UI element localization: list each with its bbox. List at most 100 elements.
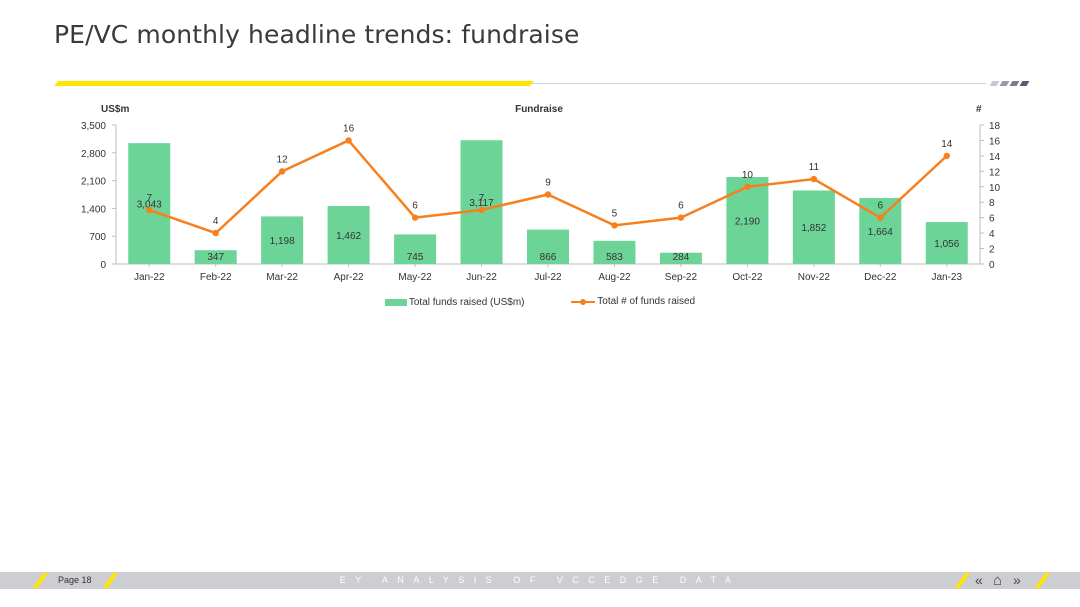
footer-tagline: EY ANALYSIS OF VCCEDGE DATA: [339, 575, 741, 585]
line-data-label: 6: [412, 201, 418, 212]
legend-item-funds-raised: Total funds raised (US$m): [384, 296, 525, 308]
legend-item-funds-count: Total # of funds raised: [571, 296, 695, 307]
x-tick-label: Feb-22: [200, 272, 232, 283]
y-tick-label: 2,100: [81, 177, 106, 188]
line-data-label: 11: [809, 162, 820, 173]
bar-data-label: 1,852: [801, 223, 826, 234]
line-point: [278, 168, 286, 175]
y2-tick-label: 8: [989, 198, 995, 209]
y-tick-label: 700: [89, 232, 106, 243]
x-tick-label: Aug-22: [598, 272, 631, 283]
bar: [659, 252, 702, 264]
x-tick-label: Dec-22: [864, 272, 897, 283]
title-divider: [54, 81, 1030, 86]
home-icon[interactable]: ⌂: [993, 572, 1003, 589]
bar-data-label: 1,198: [270, 236, 295, 247]
y2-tick-label: 0: [989, 260, 995, 271]
bar: [527, 229, 569, 264]
y2-tick-label: 16: [989, 136, 1001, 147]
y2-tick-label: 4: [989, 229, 995, 240]
line-point: [810, 175, 818, 183]
line-data-label: 4: [213, 216, 219, 227]
line-data-label: 6: [678, 201, 684, 212]
line-data-label: 5: [612, 208, 618, 219]
x-tick-label: Sep-22: [665, 272, 698, 283]
bar-data-label: 583: [606, 252, 623, 263]
line-point: [212, 229, 219, 237]
line-data-label: 12: [277, 154, 289, 165]
bar: [460, 140, 503, 264]
line-data-label: 9: [545, 178, 551, 189]
bar-data-label: 1,664: [868, 227, 893, 238]
bar: [261, 216, 304, 264]
next-icon[interactable]: »: [1013, 572, 1021, 588]
bar-data-label: 1,462: [336, 231, 361, 242]
bar: [593, 240, 636, 264]
bar: [327, 205, 370, 264]
line-point: [744, 183, 751, 190]
line-point: [611, 222, 618, 229]
line-point: [478, 206, 485, 214]
y2-tick-label: 12: [989, 167, 1001, 178]
x-tick-label: Oct-22: [732, 272, 762, 283]
x-tick-label: May-22: [398, 272, 432, 283]
bar: [194, 250, 237, 264]
bar: [792, 190, 835, 264]
line-point: [943, 152, 950, 160]
line-data-label: 6: [878, 201, 884, 212]
x-tick-label: Jun-22: [466, 272, 497, 283]
line-data-label: 16: [343, 123, 355, 134]
legend-swatch-bar: [384, 298, 407, 306]
bar-data-label: 3,117: [469, 198, 494, 209]
y-tick-label: 2,800: [81, 149, 106, 160]
line-data-label: 14: [941, 139, 953, 150]
previous-icon[interactable]: «: [975, 572, 983, 588]
bar: [394, 234, 437, 264]
line-data-label: 7: [479, 193, 485, 204]
x-tick-label: Nov-22: [798, 272, 831, 283]
y-tick-label: 0: [100, 260, 106, 271]
bar-data-label: 866: [540, 252, 557, 263]
x-tick-label: Apr-22: [334, 272, 364, 283]
y2-axis-title: #: [976, 104, 982, 115]
bar-data-label: 745: [407, 252, 424, 263]
y-tick-label: 3,500: [81, 121, 106, 132]
y2-tick-label: 14: [989, 152, 1001, 163]
y-tick-label: 1,400: [81, 204, 106, 215]
bar-data-label: 347: [207, 252, 224, 263]
legend-label: Total # of funds raised: [597, 296, 696, 307]
x-tick-label: Jan-22: [134, 272, 165, 283]
x-tick-label: Mar-22: [266, 272, 298, 283]
line-point: [677, 214, 685, 221]
page-number: Page 18: [58, 575, 92, 585]
y2-tick-label: 6: [989, 214, 995, 225]
legend-label: Total funds raised (US$m): [408, 296, 525, 308]
y2-tick-label: 2: [989, 245, 995, 256]
y2-tick-label: 10: [989, 183, 1001, 194]
chart-title: Fundraise: [515, 104, 563, 115]
accent-bar: [54, 81, 535, 86]
line-data-label: 10: [742, 170, 754, 181]
line-point: [345, 137, 352, 144]
bar-data-label: 284: [673, 252, 690, 263]
chart-legend: Total funds raised (US$m) Total # of fun…: [0, 296, 1080, 309]
line-point: [146, 206, 153, 214]
y2-tick-label: 18: [989, 121, 1001, 132]
x-tick-label: Jan-23: [931, 272, 962, 283]
line-point: [544, 191, 552, 198]
y-axis-title: US$m: [101, 104, 129, 115]
bar: [726, 177, 769, 264]
legend-swatch-line: [571, 298, 596, 306]
fundraise-chart: US$m Fundraise #0 700 1,400 2,100 2,800 3,500 0 2…: [81, 104, 1001, 283]
line-point: [877, 214, 884, 221]
bar: [128, 143, 171, 264]
x-tick-label: Jul-22: [534, 272, 562, 283]
bar-data-label: 1,056: [934, 239, 959, 250]
bar: [925, 222, 968, 264]
bar-data-label: 3,043: [137, 200, 162, 211]
page-title: PE/VC monthly headline trends: fundraise: [54, 20, 580, 49]
line-data-label: 7: [146, 193, 152, 204]
bar-data-label: 2,190: [735, 217, 760, 228]
line-point: [411, 214, 419, 221]
footer-bar: Page 18 EY ANALYSIS OF VCCEDGE DATA « ⌂ …: [0, 572, 1080, 589]
